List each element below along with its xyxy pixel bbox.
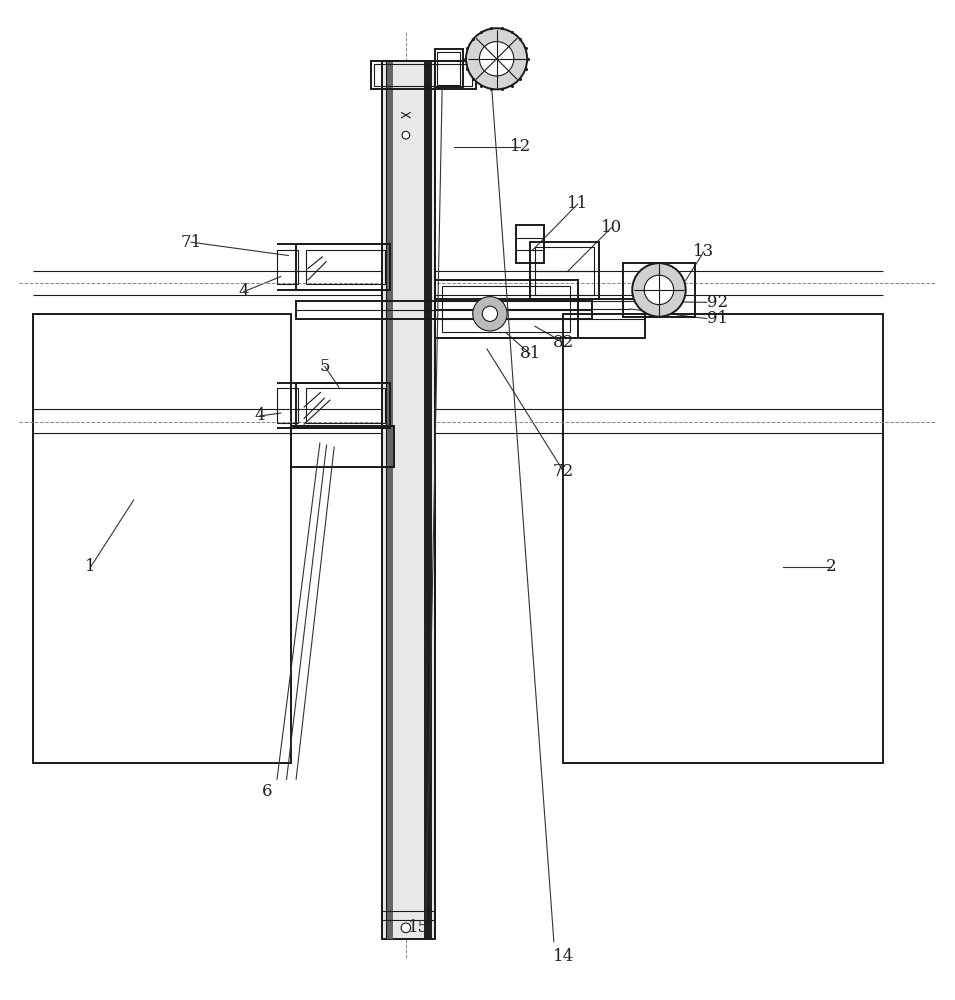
Bar [371, 61, 476, 89]
Text: 82: 82 [553, 334, 574, 351]
Bar [535, 247, 594, 295]
Bar [516, 225, 544, 263]
Text: 92: 92 [707, 294, 728, 311]
Text: 10: 10 [601, 219, 622, 236]
Bar [563, 314, 883, 763]
Circle shape [402, 131, 410, 139]
Text: 12: 12 [510, 138, 531, 155]
Text: 81: 81 [520, 345, 541, 362]
Circle shape [482, 306, 498, 321]
Text: 15: 15 [408, 919, 429, 936]
Circle shape [645, 275, 673, 305]
Bar [530, 242, 599, 299]
Bar [437, 52, 460, 85]
Bar [435, 299, 645, 338]
Circle shape [473, 297, 507, 331]
Bar [277, 250, 298, 284]
Text: 5: 5 [320, 358, 329, 375]
Bar [291, 426, 394, 467]
Bar [435, 49, 463, 87]
Bar [33, 314, 291, 763]
Bar [306, 250, 385, 284]
Bar [442, 286, 570, 332]
Bar [386, 61, 393, 939]
Text: 13: 13 [693, 243, 714, 260]
Circle shape [632, 263, 686, 317]
Bar [296, 383, 390, 428]
Bar [623, 263, 695, 317]
Bar [424, 61, 432, 939]
Text: 4: 4 [238, 283, 249, 300]
Bar [277, 388, 298, 423]
Text: 14: 14 [553, 948, 574, 965]
Bar [306, 388, 385, 423]
Circle shape [401, 923, 411, 933]
Bar [382, 61, 435, 939]
Bar [296, 244, 390, 290]
Text: 6: 6 [263, 783, 272, 800]
Bar [296, 301, 592, 319]
Text: 2: 2 [825, 558, 837, 575]
Text: 91: 91 [707, 310, 728, 327]
Circle shape [479, 42, 514, 76]
Text: 1: 1 [85, 558, 96, 575]
Text: 71: 71 [180, 234, 202, 251]
Text: 72: 72 [553, 463, 574, 480]
Circle shape [466, 28, 527, 89]
Text: 4: 4 [254, 407, 265, 424]
Bar [435, 280, 578, 338]
Bar [374, 64, 472, 86]
Text: 11: 11 [567, 195, 588, 212]
